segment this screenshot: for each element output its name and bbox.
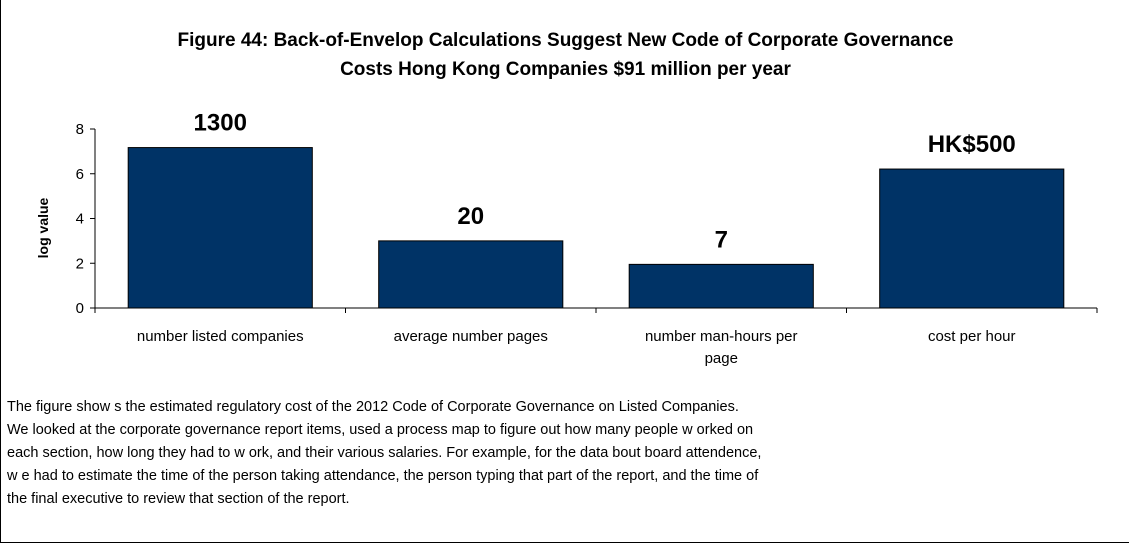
- bar: [127, 147, 313, 309]
- x-tick-label: cost per hour: [928, 328, 1016, 345]
- figure-caption: The figure show s the estimated regulato…: [7, 396, 1117, 511]
- caption-line: We looked at the corporate governance re…: [7, 422, 754, 438]
- x-tick-labels: number listed companies average number pa…: [137, 328, 1016, 367]
- x-tick-label: number man-hours per: [645, 328, 798, 345]
- y-tick-label: 4: [76, 211, 84, 228]
- y-tick-label: 6: [76, 166, 84, 183]
- bar: [628, 263, 814, 309]
- data-label: 7: [715, 226, 728, 253]
- chart-title: Figure 44: Back-of-Envelop Calculations …: [0, 26, 1131, 84]
- y-tick-labels: 0 2 4 6 8: [76, 121, 84, 317]
- data-label: 1300: [194, 110, 247, 137]
- chart-title-line-2: Costs Hong Kong Companies $91 million pe…: [340, 59, 791, 80]
- bars: [127, 147, 1065, 309]
- caption-line: the final executive to review that secti…: [7, 491, 350, 507]
- y-tick-label: 2: [76, 255, 84, 272]
- bar: [378, 240, 564, 309]
- data-label: HK$500: [928, 131, 1016, 158]
- x-tick-label: number listed companies: [137, 328, 304, 345]
- data-label: 20: [457, 203, 484, 230]
- caption-line: w e had to estimate the time of the pers…: [7, 468, 759, 484]
- data-labels: 1300 20 7 HK$500: [194, 110, 1016, 254]
- x-tick-label: average number pages: [394, 328, 548, 345]
- bar: [879, 168, 1065, 309]
- y-tick-label: 8: [76, 121, 84, 138]
- x-tick-label: page: [705, 350, 738, 367]
- y-tick-label: 0: [76, 300, 84, 317]
- caption-line: each section, how long they had to w ork…: [7, 445, 762, 461]
- caption-line: The figure show s the estimated regulato…: [7, 399, 739, 415]
- chart-title-line-1: Figure 44: Back-of-Envelop Calculations …: [177, 30, 954, 51]
